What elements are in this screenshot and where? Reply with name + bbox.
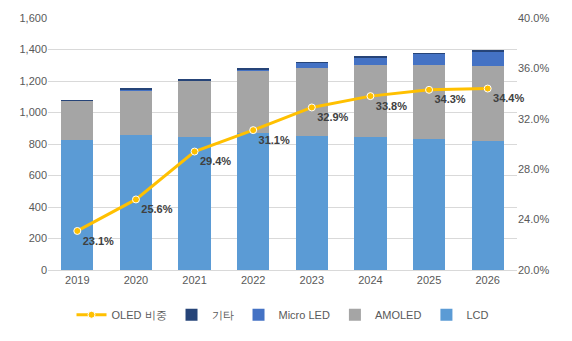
svg-text:23.1%: 23.1% [83,235,114,247]
svg-text:LCD: LCD [466,309,488,321]
svg-text:1,400: 1,400 [19,43,47,55]
svg-text:36.0%: 36.0% [518,62,549,74]
svg-text:0: 0 [41,264,47,276]
svg-text:31.1%: 31.1% [259,134,290,146]
svg-text:2023: 2023 [300,274,324,286]
svg-text:32.0%: 32.0% [518,113,549,125]
svg-text:2019: 2019 [65,274,89,286]
svg-text:29.4%: 29.4% [200,155,231,167]
svg-text:기타: 기타 [212,309,234,321]
svg-text:40.0%: 40.0% [518,12,549,24]
svg-text:2024: 2024 [358,274,382,286]
svg-text:34.3%: 34.3% [434,93,465,105]
svg-text:Micro LED: Micro LED [279,309,330,321]
svg-text:800: 800 [29,138,47,150]
svg-text:28.0%: 28.0% [518,163,549,175]
svg-text:25.6%: 25.6% [141,203,172,215]
svg-text:1,600: 1,600 [19,12,47,24]
svg-text:600: 600 [29,169,47,181]
svg-text:33.8%: 33.8% [376,100,407,112]
svg-text:OLED 비중: OLED 비중 [112,309,167,321]
svg-text:32.9%: 32.9% [317,111,348,123]
svg-text:200: 200 [29,232,47,244]
svg-text:34.4%: 34.4% [493,92,524,104]
svg-text:2020: 2020 [124,274,148,286]
svg-text:2026: 2026 [475,274,499,286]
svg-text:20.0%: 20.0% [518,264,549,276]
svg-text:24.0%: 24.0% [518,213,549,225]
svg-text:2025: 2025 [417,274,441,286]
svg-text:2021: 2021 [182,274,206,286]
svg-text:1,200: 1,200 [19,75,47,87]
svg-text:2022: 2022 [241,274,265,286]
svg-text:1,000: 1,000 [19,106,47,118]
svg-text:AMOLED: AMOLED [375,309,422,321]
svg-text:400: 400 [29,201,47,213]
